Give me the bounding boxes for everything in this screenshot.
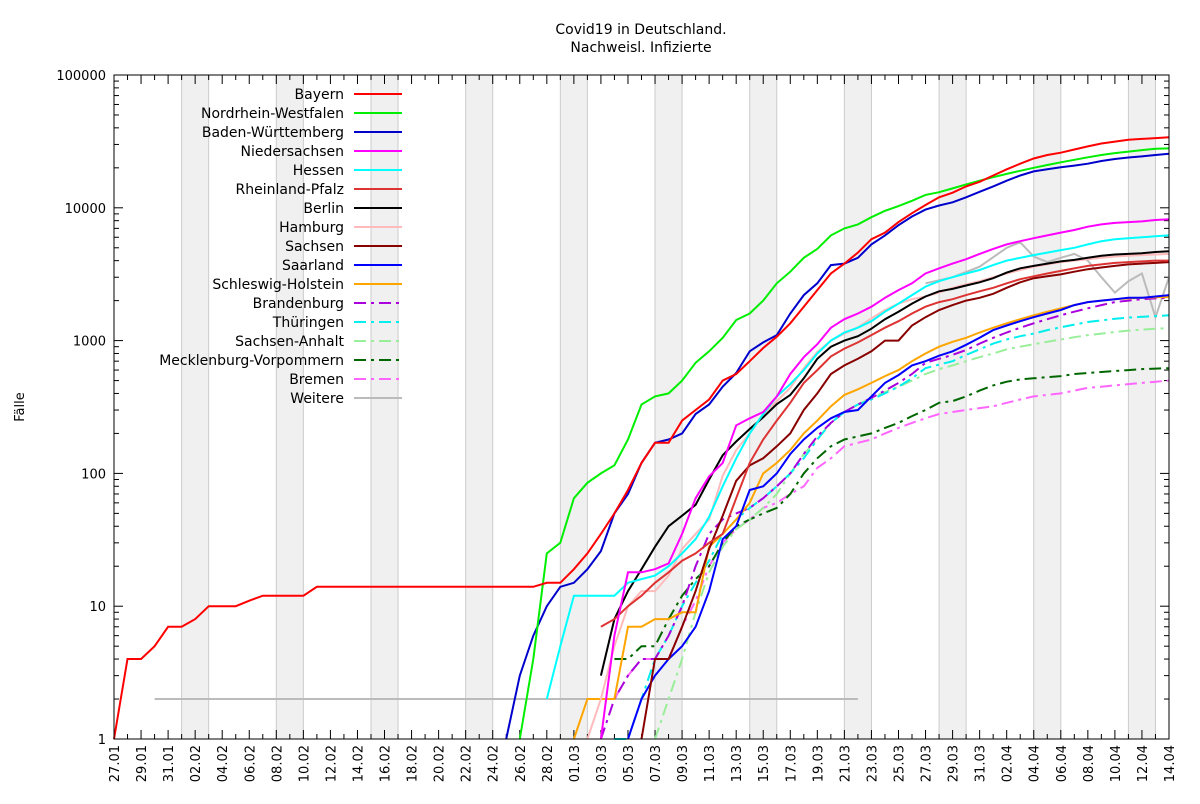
y-tick-label: 1 xyxy=(98,733,106,748)
series-line-Sachsen-Anhalt xyxy=(654,327,1170,740)
x-tick-label: 14.02 xyxy=(351,745,366,782)
legend-label: Berlin xyxy=(303,201,344,217)
x-tick-label: 07.03 xyxy=(649,745,664,782)
y-tick-label: 100 xyxy=(81,467,106,482)
series-line-Baden-Württemberg xyxy=(505,152,1170,740)
series-line-Weitere xyxy=(925,241,1170,321)
legend-label: Rheinland-Pfalz xyxy=(236,182,344,198)
x-tick-label: 10.04 xyxy=(1109,745,1124,782)
y-tick-label: 10 xyxy=(89,600,106,615)
x-tick-label: 26.02 xyxy=(514,745,529,782)
x-tick-label: 18.02 xyxy=(406,745,421,782)
x-tick-label: 28.02 xyxy=(541,745,556,782)
x-tick-label: 02.02 xyxy=(189,745,204,782)
x-tick-label: 06.02 xyxy=(243,745,258,782)
x-tick-label: 21.03 xyxy=(838,745,853,782)
legend-label: Saarland xyxy=(282,258,344,274)
x-tick-label: 05.03 xyxy=(622,745,637,782)
series-line-Rheinland-Pfalz xyxy=(600,259,1169,628)
x-tick-label: 04.02 xyxy=(216,745,231,782)
series-line-Berlin xyxy=(599,250,1170,676)
chart-subtitle: Nachweisl. Infizierte xyxy=(570,40,711,56)
weekend-band xyxy=(276,75,304,739)
series-lines xyxy=(113,136,1170,740)
legend-label: Schleswig-Holstein xyxy=(212,277,344,293)
series-line-Thüringen xyxy=(614,314,1170,740)
x-tick-label: 27.03 xyxy=(920,745,935,782)
x-tick-label: 25.03 xyxy=(892,745,907,782)
legend-label: Bayern xyxy=(295,87,344,103)
x-tick-label: 06.04 xyxy=(1055,745,1070,782)
x-tick-label: 08.02 xyxy=(270,745,285,782)
x-tick-label: 29.03 xyxy=(947,745,962,782)
x-tick-label: 03.03 xyxy=(595,745,610,782)
y-tick-label: 10000 xyxy=(65,202,106,217)
weekend-band xyxy=(1033,75,1061,739)
x-tick-label: 10.02 xyxy=(297,745,312,782)
series-line-Hessen xyxy=(545,234,1170,700)
series-line-Saarland xyxy=(627,294,1170,740)
x-tick-label: 31.03 xyxy=(974,745,989,782)
series-line-Mecklenburg-Vorpommern xyxy=(614,367,1170,660)
series-line-Nordrhein-Westfalen xyxy=(518,147,1170,740)
plot-frame xyxy=(113,74,1170,740)
legend-label: Sachsen-Anhalt xyxy=(235,334,344,350)
x-tick-label: 02.04 xyxy=(1001,745,1016,782)
series-line-Bayern xyxy=(113,136,1170,740)
legend: Bayern Nordrhein-Westfalen Baden-Württembe… xyxy=(159,87,402,407)
series-line-Niedersachsen xyxy=(599,218,1170,740)
legend-label: Niedersachsen xyxy=(241,144,344,160)
x-tick-label: 31.01 xyxy=(162,745,177,782)
x-tick-label: 08.04 xyxy=(1082,745,1097,782)
x-tick-label: 12.04 xyxy=(1136,745,1151,782)
x-tick-label: 01.03 xyxy=(568,745,583,782)
y-axis: 1 10 100 1000 10000 100000 xyxy=(56,69,1169,748)
x-tick-label: 11.03 xyxy=(703,745,718,782)
x-axis: 27.01 29.01 31.01 02.02 04.02 06.02 08.02 10.02… xyxy=(108,75,1178,782)
weekend-band xyxy=(465,75,493,739)
x-tick-label: 20.02 xyxy=(433,745,448,782)
x-tick-label: 04.04 xyxy=(1028,745,1043,782)
x-tick-label: 12.02 xyxy=(324,745,339,782)
chart-title: Covid19 in Deutschland. xyxy=(555,22,726,38)
weekend-band xyxy=(939,75,967,739)
legend-label: Thüringen xyxy=(272,315,344,331)
x-tick-label: 27.01 xyxy=(108,745,123,782)
legend-label: Weitere xyxy=(290,391,344,407)
legend-label: Hessen xyxy=(293,163,344,179)
x-tick-label: 09.03 xyxy=(676,745,691,782)
weekend-band xyxy=(1128,75,1156,739)
weekend-shading xyxy=(181,75,1156,739)
x-tick-label: 19.03 xyxy=(811,745,826,782)
x-tick-label: 15.03 xyxy=(757,745,772,782)
series-line-Brandenburg xyxy=(599,296,1170,740)
legend-label: Sachsen xyxy=(285,239,344,255)
legend-label: Baden-Württemberg xyxy=(202,125,344,141)
x-tick-label: 22.02 xyxy=(460,745,475,782)
x-tick-label: 14.04 xyxy=(1163,745,1178,782)
y-tick-label: 1000 xyxy=(73,335,106,350)
weekend-band xyxy=(655,75,683,739)
y-tick-label: 100000 xyxy=(56,69,106,84)
weekend-band xyxy=(370,75,399,739)
y-axis-label: Fälle xyxy=(13,392,28,421)
weekend-band xyxy=(560,75,588,739)
weekend-band xyxy=(181,75,209,739)
x-tick-label: 24.02 xyxy=(487,745,502,782)
x-tick-label: 13.03 xyxy=(730,745,745,782)
weekend-band xyxy=(844,75,872,739)
x-tick-label: 17.03 xyxy=(784,745,799,782)
x-tick-label: 23.03 xyxy=(865,745,880,782)
x-tick-label: 16.02 xyxy=(379,745,394,782)
weekend-band xyxy=(749,75,777,739)
legend-label: Brandenburg xyxy=(253,296,344,312)
legend-label: Bremen xyxy=(289,372,344,388)
series-line-Bremen xyxy=(613,379,1170,700)
series-line-Sachsen xyxy=(640,261,1170,740)
legend-label: Mecklenburg-Vorpommern xyxy=(159,353,344,369)
legend-label: Hamburg xyxy=(279,220,344,236)
x-tick-label: 29.01 xyxy=(135,745,150,782)
legend-label: Nordrhein-Westfalen xyxy=(201,106,344,122)
